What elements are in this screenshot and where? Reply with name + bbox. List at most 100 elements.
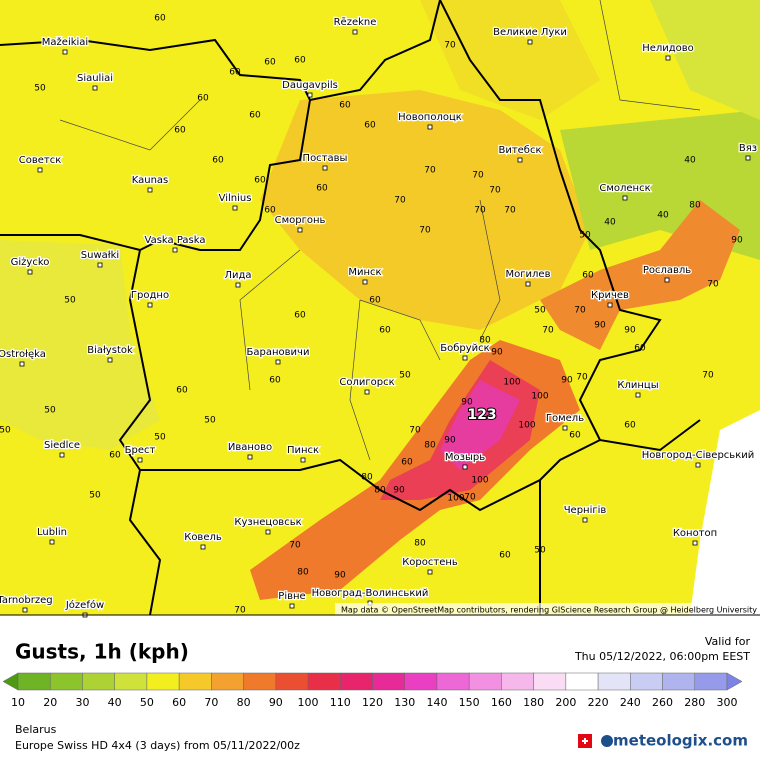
contour-label: 60 [369, 296, 381, 306]
contour-label: 90 [334, 571, 346, 581]
contour-label: 70 [504, 206, 516, 216]
city-label: Барановичи [247, 347, 310, 358]
city-marker [147, 187, 153, 193]
legend-swatch [436, 672, 470, 691]
city-label: Daugavpils [282, 80, 338, 91]
contour-label: 100 [518, 421, 535, 431]
contour-label: 50 [0, 426, 11, 436]
contour-label: 90 [561, 376, 573, 386]
attribution: Map data © OpenStreetMap contributors, r… [341, 606, 757, 615]
contour-label: 100 [531, 392, 548, 402]
contour-label: 60 [269, 376, 281, 386]
city-label: Новополоцк [398, 112, 462, 123]
contour-label: 60 [339, 101, 351, 111]
legend-swatch [275, 672, 309, 691]
legend-swatch [243, 672, 277, 691]
city-label: Mažeikiai [42, 36, 88, 48]
legend-swatch [468, 672, 502, 691]
contour-label: 40 [684, 156, 696, 166]
contour-label: 60 [212, 156, 224, 166]
city-marker [427, 124, 433, 130]
city-marker [665, 55, 671, 61]
city-marker [275, 359, 281, 365]
legend-swatch [307, 672, 341, 691]
contour-label: 60 [364, 121, 376, 131]
contour-label: 70 [702, 371, 714, 381]
brand: meteologix.com [613, 732, 748, 750]
city-marker [745, 155, 751, 161]
legend-swatch [82, 672, 115, 691]
contour-label: 90 [461, 398, 473, 408]
city-marker [664, 277, 670, 283]
legend-label: 160 [491, 696, 512, 709]
contour-label: 60 [401, 458, 413, 468]
map: Mažeikiai Rēzekne Великие Луки Нелидово Siau… [0, 0, 760, 618]
city-marker [307, 92, 313, 98]
borders [0, 0, 701, 616]
legend-label: 120 [362, 696, 383, 709]
contour-label: 90 [444, 436, 456, 446]
contour-label: 50 [399, 371, 411, 381]
wind-area [260, 90, 590, 330]
title: Gusts, 1h (kph) [15, 640, 189, 664]
region: Belarus [15, 723, 57, 736]
legend-swatch [211, 672, 244, 691]
city-label: Брест [125, 445, 156, 456]
city-label: Чернігів [564, 504, 607, 516]
city-marker [62, 49, 68, 55]
city-marker [692, 540, 698, 546]
contour-label: 50 [44, 406, 56, 416]
wind-area [440, 380, 520, 470]
city-label: Лида [224, 270, 251, 281]
contour-label: 70 [464, 493, 476, 503]
city-marker [147, 302, 153, 308]
city-marker [517, 157, 523, 163]
contour-label: 60 [249, 111, 261, 121]
city-label: Józefów [65, 599, 104, 611]
brand-logo [601, 735, 613, 747]
city-label: Рівне [278, 590, 305, 602]
legend-label: 200 [555, 696, 576, 709]
city-marker [97, 262, 103, 268]
city-labels: Mažeikiai Rēzekne Великие Луки Нелидово Siau… [0, 16, 758, 618]
contour-label: 60 [254, 176, 266, 186]
legend-label: 100 [298, 696, 319, 709]
legend-label: 300 [717, 696, 738, 709]
city-marker [562, 425, 568, 431]
legend-swatch [533, 672, 567, 691]
contour-label: 40 [604, 218, 616, 228]
contour-label: 90 [624, 326, 636, 336]
contour-label: 70 [472, 171, 484, 181]
city-marker [200, 544, 206, 550]
contour-label: 60 [582, 271, 594, 281]
city-label: Siauliai [77, 73, 113, 84]
legend-label: 80 [237, 696, 251, 709]
contour-label: 70 [409, 426, 421, 436]
city-label: Кричев [591, 290, 629, 301]
contour-label: 70 [419, 226, 431, 236]
legend-label: 50 [140, 696, 154, 709]
contour-label: 80 [689, 201, 701, 211]
contour-label: 70 [289, 541, 301, 551]
valid-label: Valid for [705, 635, 751, 648]
city-marker [172, 247, 178, 253]
contour-label: 70 [234, 606, 246, 616]
city-marker [462, 355, 468, 361]
city-marker [107, 357, 113, 363]
city-label: Минск [348, 267, 381, 278]
contour-label: 70 [707, 280, 719, 290]
contour-label: 60 [379, 326, 391, 336]
contour-label: 90 [594, 321, 606, 331]
legend-label: 220 [588, 696, 609, 709]
contour-label: 60 [569, 431, 581, 441]
contour-label: 60 [174, 126, 186, 136]
city-marker [300, 457, 306, 463]
swiss-cross [582, 738, 588, 744]
city-marker [462, 464, 468, 470]
legend-label: 280 [684, 696, 705, 709]
legend-swatch [340, 672, 373, 691]
city-marker [232, 205, 238, 211]
contour-labels: 60 60 60 70 60 60 50 60 60 60 60 70 70 70 70 70 70 70 60 60… [0, 14, 743, 616]
city-marker [289, 603, 295, 609]
